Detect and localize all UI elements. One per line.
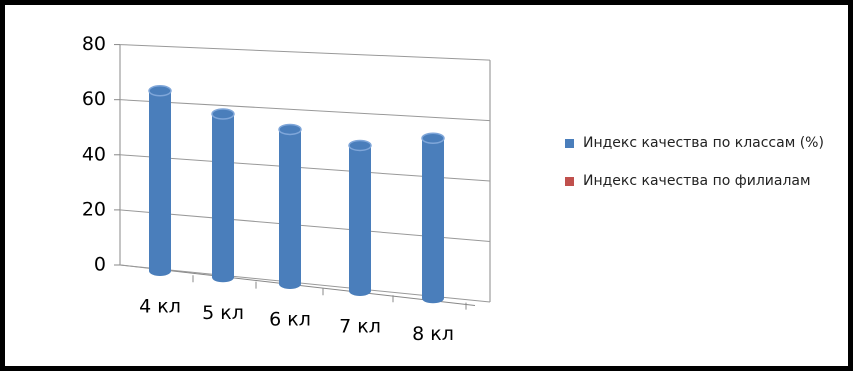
y-tick-label: 40 (82, 143, 106, 165)
y-tick-label: 0 (94, 254, 106, 276)
x-tick-label: 7 кл (339, 316, 381, 338)
bar-top (211, 108, 235, 120)
bar-top (421, 132, 445, 144)
legend-label: Индекс качества по филиалам (583, 173, 811, 189)
bar-bottom (149, 266, 171, 276)
legend-item: Индекс качества по классам (%) (565, 133, 845, 153)
legend-swatch (565, 177, 574, 186)
grid-line (119, 99, 491, 122)
bar-bottom (422, 293, 444, 304)
grid-line (119, 44, 491, 61)
bar (149, 90, 171, 271)
bar-bottom (279, 279, 301, 289)
legend-label: Индекс качества по классам (%) (583, 135, 824, 151)
y-tick-label: 60 (82, 88, 106, 110)
bar-bottom (212, 272, 234, 283)
y-tick-label: 20 (82, 198, 106, 220)
x-tick-label: 6 кл (269, 309, 311, 331)
x-tick-label: 5 кл (202, 302, 244, 324)
x-tick-label: 8 кл (412, 323, 454, 345)
bar (422, 138, 444, 299)
legend-swatch (565, 139, 574, 148)
bar-bottom (349, 286, 371, 296)
bar-top (278, 123, 302, 136)
legend-item: Индекс качества по филиалам (565, 171, 845, 191)
y-tick-label: 80 (82, 33, 106, 55)
bar-top (348, 139, 372, 152)
bar (279, 129, 301, 284)
x-tick-label: 4 кл (139, 296, 181, 318)
bar (212, 113, 234, 278)
bar (349, 145, 371, 291)
bar-top (148, 85, 172, 97)
plot: 0 20 40 60 80 4 кл 5 кл 6 кл 7 кл 8 кл (82, 33, 491, 345)
legend: Индекс качества по классам (%) Индекс кач… (565, 133, 845, 209)
